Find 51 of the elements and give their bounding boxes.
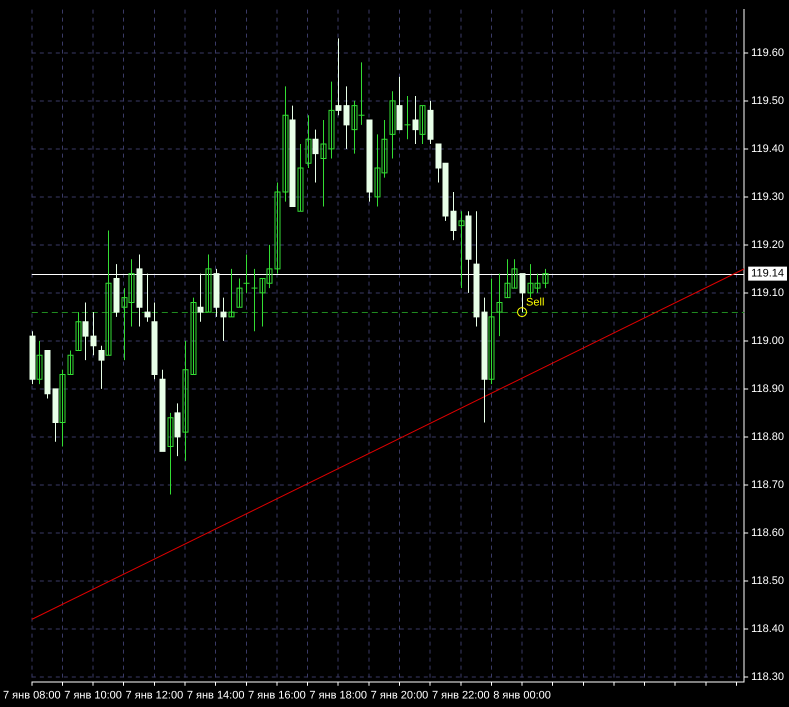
- candlestick: [282, 86, 288, 202]
- annotation: Sell: [526, 296, 544, 309]
- candlestick: [76, 312, 82, 351]
- x-tick-label: 7 янв 18:00: [309, 689, 368, 702]
- x-tick-label: 7 янв 10:00: [64, 689, 122, 702]
- ref-line-label: 119.14: [751, 268, 784, 280]
- candlestick: [236, 278, 242, 308]
- y-tick-label: 118.70: [751, 478, 784, 491]
- y-tick-label: 119.60: [751, 46, 784, 59]
- candlestick: [496, 273, 502, 337]
- candlestick: [320, 120, 326, 207]
- y-tick-label: 119.10: [751, 286, 784, 299]
- x-tick-label: 7 янв 20:00: [370, 689, 428, 702]
- y-tick-label: 118.80: [751, 430, 784, 443]
- y-tick-label: 118.90: [751, 382, 784, 395]
- y-tick-label: 119.30: [751, 190, 784, 203]
- candlestick: [420, 105, 426, 145]
- y-tick-label: 118.60: [751, 526, 784, 539]
- y-tick-label: 118.40: [751, 623, 784, 636]
- candlestick: [274, 182, 280, 274]
- x-tick-label: 7 янв 16:00: [248, 689, 306, 702]
- y-tick-label: 119.50: [751, 94, 784, 107]
- candlestick: [243, 254, 250, 294]
- y-tick-label: 119.40: [751, 142, 784, 155]
- candlestick: [542, 268, 548, 289]
- x-tick-label: 7 янв 12:00: [126, 689, 184, 702]
- candlestick: [106, 230, 112, 356]
- y-tick-label: 118.50: [751, 575, 784, 587]
- candlestick: [488, 278, 494, 385]
- candlestick: [228, 268, 234, 318]
- candlestick: [251, 268, 258, 332]
- candlestick: [390, 90, 396, 159]
- candlestick: [36, 340, 42, 385]
- x-tick-label: 7 янв 22:00: [432, 689, 490, 702]
- candlestick: [190, 297, 196, 376]
- x-tick-label: 8 янв 00:00: [493, 689, 551, 702]
- candlestick: [68, 350, 74, 376]
- candlestick: [168, 412, 174, 496]
- y-tick-label: 119.20: [751, 238, 784, 251]
- candlestick: [182, 340, 188, 462]
- y-tick-label: 118.30: [751, 671, 784, 684]
- y-tick-label: 119.00: [751, 334, 784, 347]
- candlestick: [404, 96, 411, 140]
- candlestick: [60, 369, 66, 448]
- candlestick: [458, 210, 464, 289]
- candlestick: [206, 254, 212, 313]
- candlestick: [328, 81, 334, 159]
- candlestick: [298, 144, 304, 212]
- candlestick: [306, 114, 312, 169]
- x-tick-label: 7 янв 14:00: [186, 689, 244, 702]
- x-tick-label: 7 янв 08:00: [2, 689, 61, 702]
